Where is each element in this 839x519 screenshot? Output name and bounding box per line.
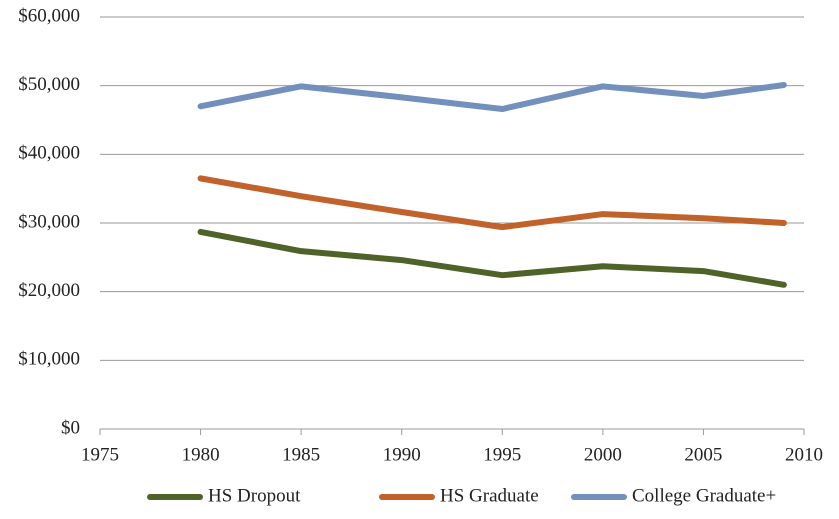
series-line xyxy=(197,81,787,113)
x-tick-label: 1995 xyxy=(483,444,521,465)
y-tick-label: $20,000 xyxy=(18,280,80,301)
legend-label: HS Dropout xyxy=(208,485,301,506)
x-tick-label: 2005 xyxy=(684,444,722,465)
y-tick-label: $10,000 xyxy=(18,349,80,370)
x-tick-label: 1980 xyxy=(182,444,220,465)
legend-label: HS Graduate xyxy=(440,485,539,506)
series-line xyxy=(197,175,787,231)
y-tick-label: $60,000 xyxy=(18,5,80,26)
y-tick-label: $50,000 xyxy=(18,74,80,95)
y-tick-label: $30,000 xyxy=(18,211,80,232)
x-tick-label: 1985 xyxy=(282,444,320,465)
x-tick-label: 2000 xyxy=(584,444,622,465)
y-tick-label: $40,000 xyxy=(18,143,80,164)
y-tick-label: $0 xyxy=(61,417,80,438)
x-tick-label: 1975 xyxy=(81,444,119,465)
x-tick-label: 2010 xyxy=(785,444,823,465)
legend-label: College Graduate+ xyxy=(632,485,776,506)
x-tick-label: 1990 xyxy=(383,444,421,465)
series-line xyxy=(197,228,787,288)
